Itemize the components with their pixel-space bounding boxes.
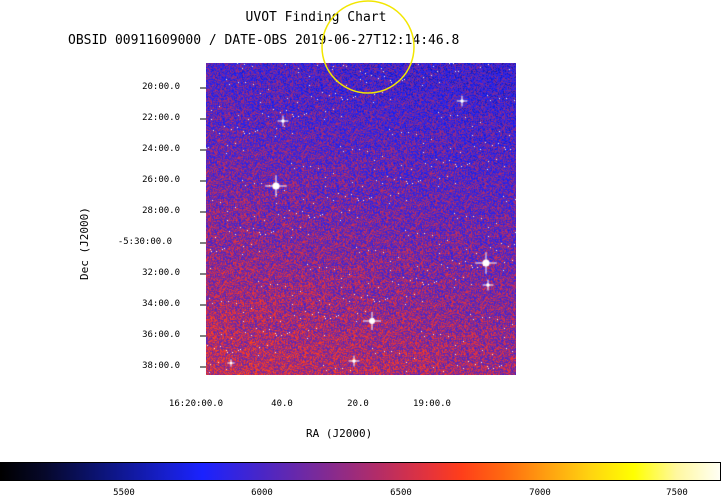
sky-image-canvas (206, 63, 516, 375)
colorbar-tick-label: 7500 (666, 488, 688, 498)
dec-tick-label: -5:30:00.0 (117, 237, 172, 247)
y-axis-label: Dec (J2000) (78, 207, 91, 280)
colorbar-tick-label: 5500 (113, 488, 135, 498)
dec-tick-label: 20:00.0 (142, 82, 180, 92)
dec-tick-label: 34:00.0 (142, 299, 180, 309)
source-marker-circle (321, 0, 415, 94)
dec-tick-label: 28:00.0 (142, 206, 180, 216)
dec-tick-label: 38:00.0 (142, 361, 180, 371)
colorbar-tick-label: 6000 (251, 488, 273, 498)
dec-tick-marks (200, 87, 206, 368)
sky-image (206, 63, 516, 375)
ra-tick-label: 20.0 (347, 399, 369, 409)
chart-title: UVOT Finding Chart (245, 10, 387, 25)
chart-subtitle: OBSID 00911609000 / DATE-OBS 2019-06-27T… (68, 33, 460, 48)
colorbar-tick-label: 7000 (529, 488, 551, 498)
ra-tick-label: 19:00.0 (413, 399, 451, 409)
ra-tick-label: 40.0 (271, 399, 293, 409)
colorbar (0, 462, 721, 481)
x-axis-label: RA (J2000) (306, 427, 373, 440)
dec-tick-label: 32:00.0 (142, 268, 180, 278)
colorbar-tick-label: 6500 (390, 488, 412, 498)
dec-tick-label: 26:00.0 (142, 175, 180, 185)
ra-tick-label: 16:20:00.0 (168, 399, 224, 409)
dec-tick-label: 36:00.0 (142, 330, 180, 340)
dec-tick-label: 24:00.0 (142, 144, 180, 154)
dec-tick-label: 22:00.0 (142, 113, 180, 123)
